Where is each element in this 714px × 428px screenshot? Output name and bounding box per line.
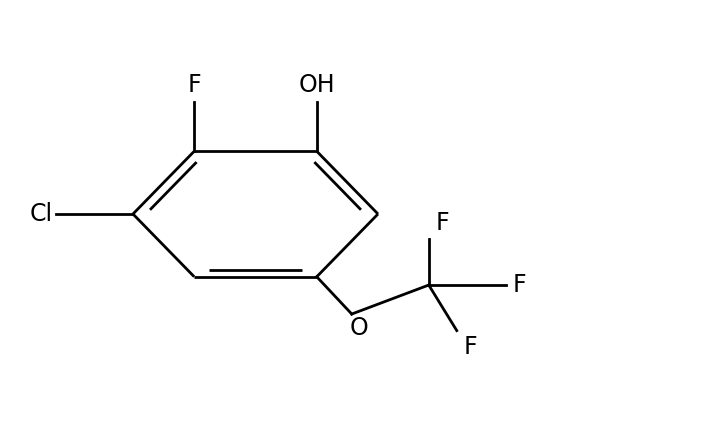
Text: O: O	[349, 316, 368, 340]
Text: OH: OH	[298, 74, 335, 98]
Text: Cl: Cl	[29, 202, 52, 226]
Text: F: F	[436, 211, 449, 235]
Text: F: F	[464, 335, 478, 359]
Text: F: F	[187, 74, 201, 98]
Text: F: F	[513, 273, 526, 297]
